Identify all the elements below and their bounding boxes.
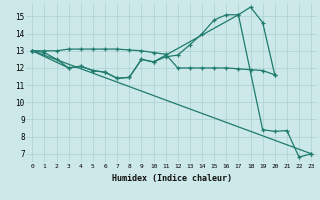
X-axis label: Humidex (Indice chaleur): Humidex (Indice chaleur) — [112, 174, 232, 183]
